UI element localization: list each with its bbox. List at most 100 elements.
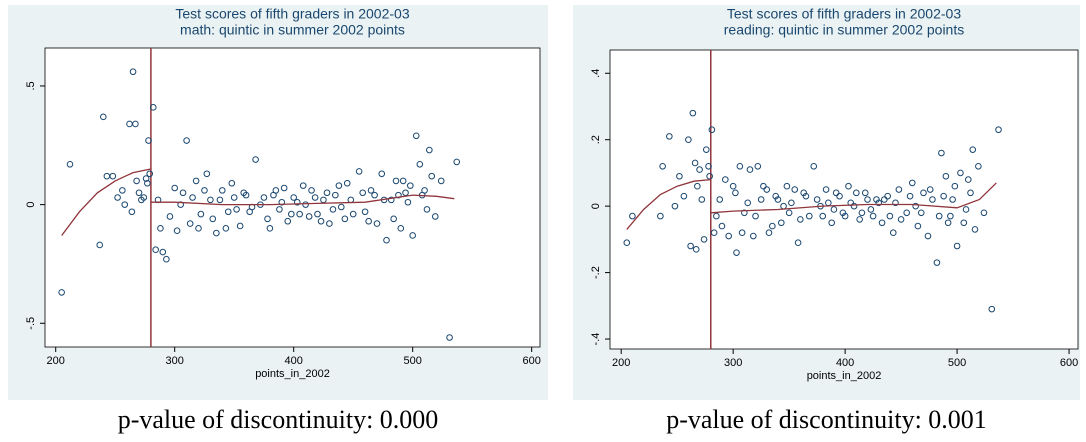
plot-area [44, 47, 541, 348]
data-point [698, 196, 706, 203]
data-point [276, 206, 283, 213]
data-point [280, 184, 288, 192]
data-point [145, 137, 152, 144]
data-point [995, 126, 1002, 134]
data-point [224, 208, 232, 216]
data-point [332, 191, 339, 199]
data-point [157, 225, 164, 232]
data-point [687, 242, 694, 250]
data-point [416, 160, 424, 168]
data-point [725, 232, 732, 240]
data-point [810, 162, 818, 170]
data-point [964, 176, 972, 183]
data-point [944, 219, 952, 227]
data-point [702, 146, 710, 153]
data-point [129, 68, 137, 76]
data-point [399, 177, 407, 185]
x-tick-label: 500 [948, 357, 966, 369]
data-point [856, 216, 863, 223]
data-point [179, 189, 187, 197]
data-point [942, 172, 950, 180]
data-point [142, 175, 150, 182]
data-point [144, 179, 151, 187]
data-point [302, 201, 309, 208]
data-point [788, 199, 795, 207]
data-point [189, 194, 196, 201]
data-point [917, 209, 925, 217]
data-point [895, 186, 903, 193]
data-point [889, 229, 897, 237]
data-point [903, 209, 910, 217]
data-point [836, 192, 843, 200]
data-point [121, 201, 129, 208]
data-point [409, 232, 416, 239]
data-point [718, 222, 726, 230]
data-point [884, 192, 891, 200]
data-point [152, 246, 159, 254]
data-point [858, 209, 866, 217]
caption: p-value of discontinuity: 0.000 [118, 405, 439, 434]
data-point [750, 232, 757, 240]
data-point [975, 162, 982, 170]
data-point [290, 194, 297, 201]
data-point [830, 206, 838, 213]
data-point [371, 191, 378, 199]
data-point [349, 210, 357, 218]
data-point [216, 196, 224, 204]
data-point [850, 202, 858, 210]
x-tick-label: 200 [47, 355, 65, 367]
data-point [242, 191, 250, 199]
y-tick-label: -.4 [590, 333, 602, 346]
data-point [133, 177, 140, 185]
data-point [685, 136, 692, 143]
data-point [947, 212, 954, 220]
data-point [935, 212, 943, 220]
data-point [953, 242, 961, 250]
data-point [819, 212, 827, 220]
data-point [431, 213, 439, 220]
data-point [696, 166, 703, 173]
data-point [853, 189, 860, 197]
data-point [197, 210, 205, 218]
data-point [337, 203, 345, 211]
data-point [423, 206, 431, 213]
data-point [426, 146, 433, 154]
data-point [676, 172, 683, 180]
x-tick-label: 300 [724, 357, 742, 369]
y-tick-label: 0 [590, 203, 602, 209]
data-point [897, 216, 905, 223]
data-point [671, 202, 679, 210]
data-point [260, 194, 268, 201]
data-point [296, 210, 303, 218]
fit-line [710, 182, 997, 214]
data-point [732, 189, 739, 197]
data-point [361, 208, 369, 216]
chart-title: Test scores of fifth graders in 2002-03 [727, 6, 961, 22]
data-point [867, 206, 875, 213]
data-point [752, 212, 759, 220]
data-point [365, 217, 372, 225]
data-point [335, 182, 343, 189]
data-point [873, 196, 880, 203]
data-point [428, 172, 436, 180]
y-tick-label: -.2 [590, 266, 602, 279]
data-point [195, 225, 202, 232]
data-point [960, 219, 968, 227]
data-point [446, 334, 453, 341]
data-point [892, 199, 899, 207]
y-tick-label: -.5 [25, 317, 37, 330]
data-point [881, 196, 888, 203]
data-point [933, 259, 941, 266]
data-point [962, 206, 970, 213]
data-point [311, 194, 319, 201]
data-point [689, 109, 697, 117]
data-point [694, 182, 701, 190]
data-point [738, 229, 746, 237]
data-point [746, 166, 754, 173]
x-tick-label: 200 [612, 357, 630, 369]
data-point [754, 162, 762, 170]
data-point [203, 170, 211, 178]
data-point [765, 229, 773, 237]
data-point [209, 215, 217, 223]
data-point [828, 219, 835, 227]
